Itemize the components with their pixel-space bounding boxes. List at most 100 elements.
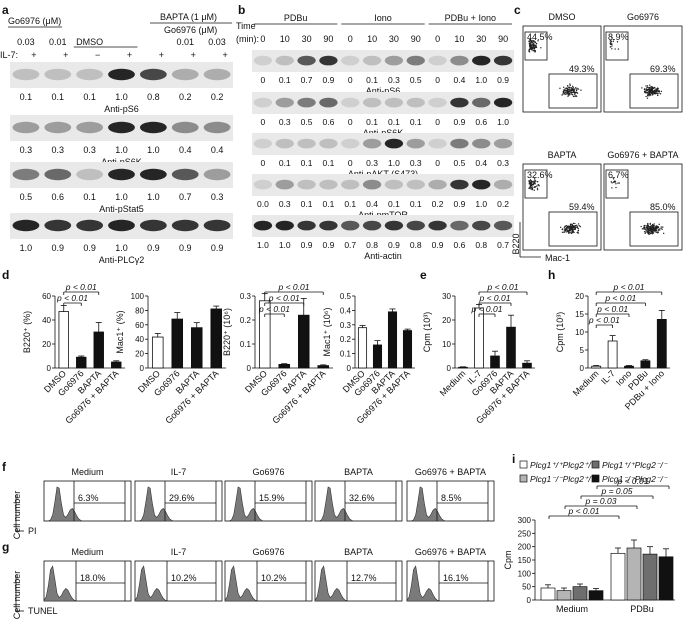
panel-c-gate-top-left	[524, 169, 548, 199]
chart-y-tick-label: 0.2	[340, 335, 352, 344]
panel-b-quant: 1.0	[257, 240, 269, 250]
chart-y-tick-label: 0.3	[240, 292, 252, 301]
panel-c-dot	[570, 225, 572, 227]
blot-band	[472, 179, 491, 190]
panel-c-dot	[561, 231, 564, 233]
panel-f-gate-value: 8.5%	[441, 493, 462, 503]
panel-c-dot	[576, 231, 579, 233]
panel-a-conc: 0.03	[17, 37, 35, 47]
panel-i-bar	[556, 590, 572, 601]
blot-band	[275, 179, 294, 190]
panel-c-dot	[534, 183, 536, 185]
panel-c-dot	[615, 186, 617, 189]
blot-band	[384, 97, 404, 108]
blot-band	[253, 138, 273, 149]
panel-c-dot	[644, 91, 646, 94]
panel-c-dot	[566, 225, 568, 227]
panel-c-dot	[574, 91, 576, 94]
chart-bar	[317, 365, 330, 369]
panel-b-quant: 0.9	[323, 240, 335, 250]
panel-a-quant: 0.8	[147, 92, 160, 102]
panel-a-quant: 1.0	[115, 92, 128, 102]
panel-c-dot	[530, 188, 532, 190]
panel-a-blot-label: Anti-pS6	[104, 104, 139, 114]
blot-band	[406, 55, 425, 66]
panel-b-blot-label: Anti-actin	[364, 251, 402, 261]
panel-c-dot	[611, 45, 613, 47]
panel-b-time-value: 30	[302, 34, 312, 44]
chart-y-tick-label: 20	[575, 292, 584, 301]
panel-f-histogram	[44, 486, 131, 522]
panel-c-dot	[614, 48, 616, 50]
panel-b-quant: 0.3	[388, 75, 400, 85]
blot-band	[406, 138, 425, 149]
panel-c-plot-title: Go6976 + BAPTA	[607, 150, 678, 160]
panel-i-legend-swatch	[591, 474, 600, 483]
panel-i-significance-label: p = 0.05	[601, 486, 633, 496]
panel-b-time-value: 0	[348, 34, 353, 44]
panel-a-quant: 0.3	[83, 145, 96, 155]
panel-b-quant: 0.4	[366, 199, 378, 209]
panel-c-dot	[530, 43, 532, 46]
panel-i-legend-label: Plcg1⁺/⁺Plcg2⁻/⁻	[602, 460, 669, 470]
panel-b-quant: 0.9	[388, 240, 400, 250]
blot-band	[472, 138, 491, 149]
chart-y-tick-label: 60	[135, 321, 144, 330]
panel-c-dot	[660, 227, 662, 230]
panel-b-quant: 0	[435, 117, 440, 127]
panel-c-dot	[577, 223, 580, 225]
panel-b-quant: 0.9	[323, 75, 335, 85]
panel-c-dot	[569, 89, 571, 91]
blot-band	[362, 97, 382, 108]
panel-c-dot	[533, 181, 536, 183]
panel-b-blot-bg	[252, 215, 514, 237]
panel-b-quant: 0.1	[410, 117, 422, 127]
panel-c-gate-bottom-right	[548, 73, 598, 109]
panel-a-quant: 0.2	[211, 92, 224, 102]
chart-bar	[76, 356, 87, 369]
panel-c-dot	[534, 49, 536, 52]
panel-i-bar	[572, 586, 588, 601]
panel-a-il7-sign: +	[127, 50, 132, 60]
panel-b-quant: 0.8	[366, 240, 378, 250]
chart-significance-label: p < 0.01	[278, 282, 310, 292]
panel-c-dot	[657, 88, 659, 90]
blot-band	[450, 138, 469, 149]
panel-c-dot	[653, 92, 655, 95]
panel-c-dot	[645, 95, 647, 98]
panel-c-dot	[658, 90, 660, 92]
chart-bar	[490, 355, 500, 369]
chart-significance-label: p < 0.01	[487, 282, 519, 292]
panel-d-label: d	[2, 268, 9, 282]
panel-b-blot-bg	[252, 92, 514, 114]
chart-bar	[190, 327, 203, 369]
panel-c-dot	[649, 89, 652, 91]
panel-c-dot	[649, 91, 651, 93]
chart-significance-label: p < 0.01	[479, 293, 511, 303]
blot-band	[428, 55, 447, 66]
panel-a-quant: 0.1	[52, 92, 65, 102]
panel-f-gate-value: 29.6%	[169, 493, 195, 503]
panel-c-dot	[530, 40, 532, 43]
panel-a-quant: 1.0	[115, 243, 128, 253]
blot-band	[362, 55, 382, 66]
panel-c-dot	[566, 90, 568, 93]
panel-b-quant: 1.0	[497, 117, 509, 127]
panel-c-dot	[533, 189, 535, 191]
chart-bar	[640, 360, 651, 369]
panel-c-dot	[654, 230, 656, 233]
panel-c-dot	[647, 87, 649, 89]
panel-f-histogram	[225, 486, 312, 522]
blot-band	[319, 179, 338, 190]
panel-c-dot	[645, 228, 647, 231]
panel-c-dot	[564, 89, 566, 92]
chart-significance-label: p < 0.01	[588, 315, 620, 325]
panel-c-dot	[643, 228, 645, 230]
panel-c-dot	[579, 225, 582, 228]
panel-c-dot	[650, 231, 653, 233]
panel-i-label: i	[512, 452, 515, 466]
panel-c-dot	[651, 227, 654, 230]
panel-c-dot	[648, 233, 650, 236]
panel-a-quant: 0.3	[52, 145, 65, 155]
panel-g-gate-value: 10.2%	[261, 573, 287, 583]
